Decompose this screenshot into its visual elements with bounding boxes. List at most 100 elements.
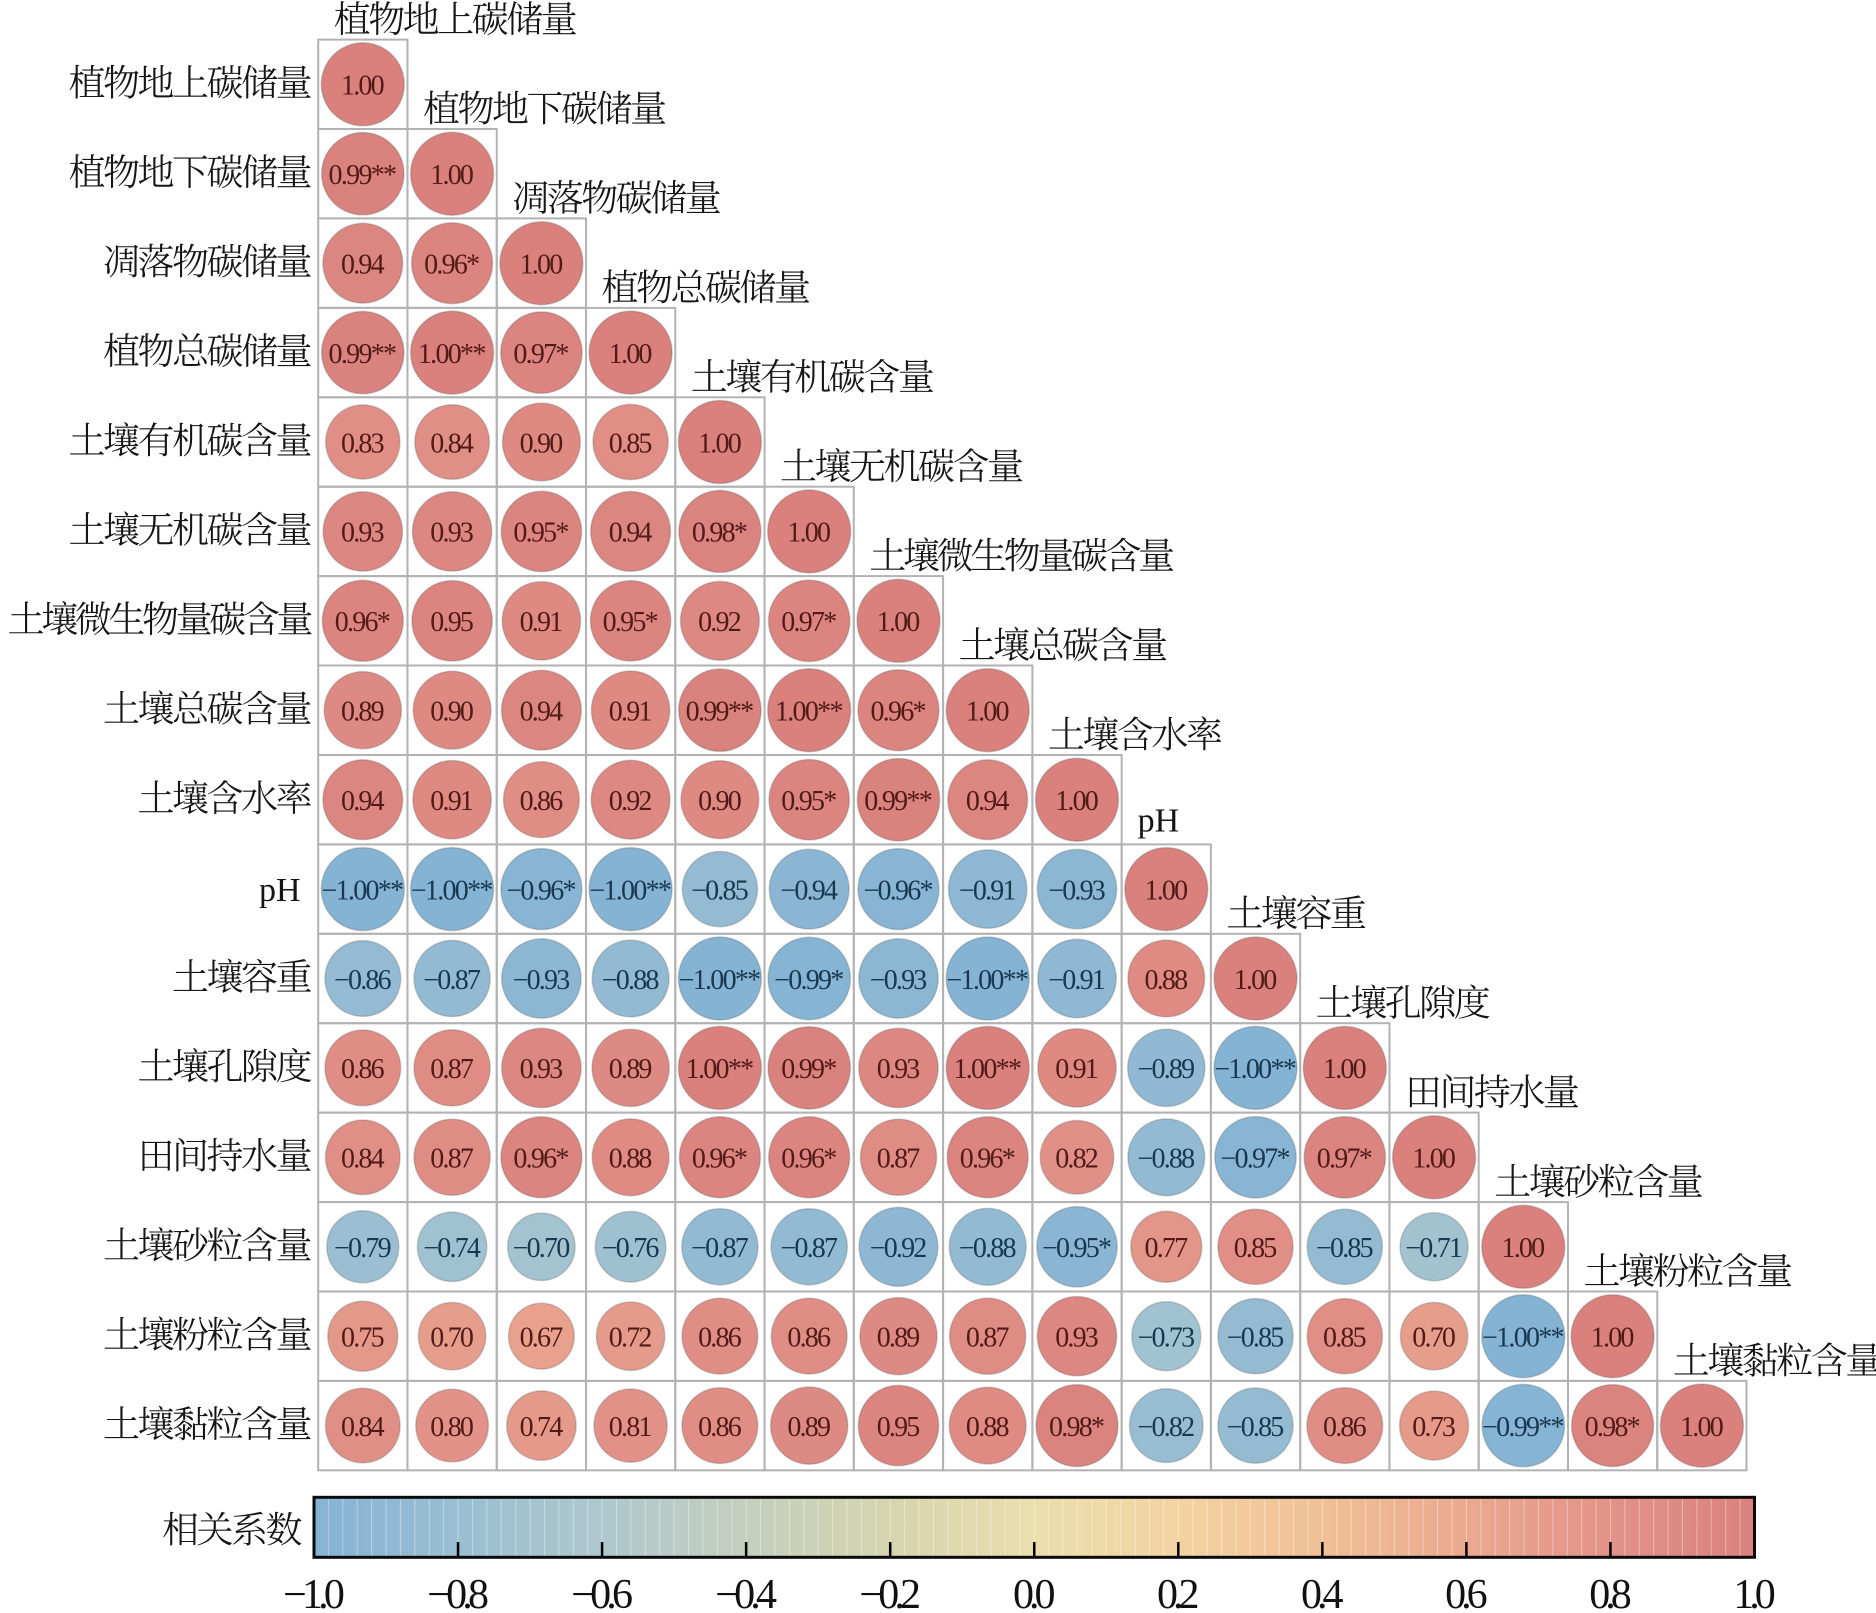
svg-text:0.99**: 0.99** xyxy=(686,697,755,728)
svg-text:0.95: 0.95 xyxy=(430,607,474,638)
svg-text:0.74: 0.74 xyxy=(520,1412,564,1443)
svg-text:1.00**: 1.00** xyxy=(953,1054,1021,1085)
svg-text:1.00: 1.00 xyxy=(1680,1412,1724,1443)
svg-text:0.90: 0.90 xyxy=(520,428,564,459)
svg-text:0.99*: 0.99* xyxy=(781,1054,837,1085)
svg-text:−0.99**: −0.99** xyxy=(1482,1412,1565,1443)
svg-text:−0.79: −0.79 xyxy=(334,1233,392,1264)
svg-text:−1.00**: −1.00** xyxy=(589,875,672,906)
svg-text:−0.88: −0.88 xyxy=(959,1233,1017,1264)
svg-text:0.86: 0.86 xyxy=(698,1412,742,1443)
svg-text:−0.91: −0.91 xyxy=(959,875,1017,906)
svg-text:0.86: 0.86 xyxy=(1323,1412,1367,1443)
svg-text:−1.00**: −1.00** xyxy=(1214,1054,1297,1085)
svg-text:−0.88: −0.88 xyxy=(602,965,660,996)
svg-text:−0.2: −0.2 xyxy=(859,1572,921,1613)
svg-text:−0.71: −0.71 xyxy=(1405,1233,1463,1264)
svg-text:1.00: 1.00 xyxy=(1055,786,1099,817)
svg-text:−0.96*: −0.96* xyxy=(506,875,576,906)
svg-text:0.81: 0.81 xyxy=(609,1412,653,1443)
svg-text:0.82: 0.82 xyxy=(1055,1144,1099,1175)
svg-text:0.86: 0.86 xyxy=(520,786,564,817)
svg-text:−0.93: −0.93 xyxy=(1048,875,1106,906)
svg-text:1.00: 1.00 xyxy=(1412,1144,1456,1175)
svg-text:−0.87: −0.87 xyxy=(423,965,481,996)
svg-text:−0.85: −0.85 xyxy=(1227,1412,1285,1443)
svg-text:−0.6: −0.6 xyxy=(571,1572,633,1613)
svg-text:0.73: 0.73 xyxy=(1412,1412,1456,1443)
svg-text:−0.87: −0.87 xyxy=(780,1233,838,1264)
svg-text:1.00: 1.00 xyxy=(877,607,921,638)
svg-text:0.67: 0.67 xyxy=(520,1323,564,1354)
svg-text:0.98*: 0.98* xyxy=(1585,1412,1641,1443)
svg-text:−1.00**: −1.00** xyxy=(679,965,762,996)
svg-text:0.91: 0.91 xyxy=(609,697,653,728)
svg-text:0.96*: 0.96* xyxy=(871,697,927,728)
svg-text:0.89: 0.89 xyxy=(609,1054,653,1085)
svg-text:1.00: 1.00 xyxy=(1502,1233,1546,1264)
svg-text:−0.85: −0.85 xyxy=(1227,1323,1285,1354)
svg-text:−0.70: −0.70 xyxy=(513,1233,571,1264)
svg-text:1.00: 1.00 xyxy=(520,250,564,281)
svg-text:0.87: 0.87 xyxy=(966,1323,1010,1354)
svg-text:0.93: 0.93 xyxy=(1055,1323,1099,1354)
svg-text:0.84: 0.84 xyxy=(341,1144,385,1175)
svg-text:0.96*: 0.96* xyxy=(335,607,391,638)
svg-text:0.2: 0.2 xyxy=(1157,1572,1200,1613)
svg-text:0.96*: 0.96* xyxy=(960,1144,1016,1175)
svg-text:0.93: 0.93 xyxy=(430,518,474,549)
svg-text:0.88: 0.88 xyxy=(1145,965,1189,996)
svg-text:0.91: 0.91 xyxy=(1055,1054,1099,1085)
svg-text:0.84: 0.84 xyxy=(430,428,474,459)
svg-text:0.87: 0.87 xyxy=(430,1054,474,1085)
svg-text:pH: pH xyxy=(259,872,301,909)
svg-text:0.90: 0.90 xyxy=(698,786,742,817)
svg-text:1.00: 1.00 xyxy=(1323,1054,1367,1085)
svg-text:1.00: 1.00 xyxy=(1591,1323,1635,1354)
svg-text:−1.00**: −1.00** xyxy=(322,875,405,906)
svg-text:0.93: 0.93 xyxy=(341,518,385,549)
svg-text:0.70: 0.70 xyxy=(430,1323,474,1354)
svg-text:0.97*: 0.97* xyxy=(513,339,569,370)
svg-text:0.83: 0.83 xyxy=(341,428,385,459)
svg-text:0.85: 0.85 xyxy=(609,428,653,459)
svg-text:0.97*: 0.97* xyxy=(1317,1144,1373,1175)
svg-text:−0.95*: −0.95* xyxy=(1042,1233,1112,1264)
svg-text:0.84: 0.84 xyxy=(341,1412,385,1443)
svg-text:−0.74: −0.74 xyxy=(423,1233,481,1264)
svg-text:0.97*: 0.97* xyxy=(781,607,837,638)
svg-text:0.95*: 0.95* xyxy=(603,607,659,638)
svg-text:0.87: 0.87 xyxy=(430,1144,474,1175)
svg-text:pH: pH xyxy=(1138,802,1180,839)
svg-text:0.94: 0.94 xyxy=(966,786,1010,817)
svg-text:−1.00**: −1.00** xyxy=(411,875,493,906)
svg-text:0.98*: 0.98* xyxy=(1049,1412,1105,1443)
svg-text:0.89: 0.89 xyxy=(341,697,385,728)
svg-text:0.93: 0.93 xyxy=(877,1054,921,1085)
svg-text:0.94: 0.94 xyxy=(341,786,385,817)
svg-text:1.00**: 1.00** xyxy=(418,339,487,370)
svg-text:−0.88: −0.88 xyxy=(1138,1144,1196,1175)
svg-text:0.96*: 0.96* xyxy=(692,1144,748,1175)
svg-text:0.6: 0.6 xyxy=(1445,1572,1488,1613)
svg-text:0.92: 0.92 xyxy=(698,607,742,638)
svg-text:−0.76: −0.76 xyxy=(602,1233,660,1264)
svg-text:0.95*: 0.95* xyxy=(781,786,837,817)
svg-text:−0.92: −0.92 xyxy=(870,1233,928,1264)
svg-text:1.00**: 1.00** xyxy=(775,697,844,728)
svg-text:−0.93: −0.93 xyxy=(870,965,928,996)
svg-text:0.99**: 0.99** xyxy=(329,160,398,191)
svg-text:1.00: 1.00 xyxy=(1145,875,1189,906)
svg-text:0.86: 0.86 xyxy=(341,1054,385,1085)
svg-text:1.00: 1.00 xyxy=(430,160,474,191)
svg-text:1.00: 1.00 xyxy=(1234,965,1278,996)
svg-text:1.00: 1.00 xyxy=(341,71,385,102)
svg-text:−1.00**: −1.00** xyxy=(946,965,1028,996)
svg-text:1.00: 1.00 xyxy=(966,697,1010,728)
svg-text:−0.82: −0.82 xyxy=(1138,1412,1196,1443)
svg-text:−0.96*: −0.96* xyxy=(863,875,933,906)
svg-text:−0.85: −0.85 xyxy=(1316,1233,1374,1264)
svg-text:0.77: 0.77 xyxy=(1145,1233,1189,1264)
svg-text:1.00: 1.00 xyxy=(787,518,831,549)
svg-text:−0.8: −0.8 xyxy=(427,1572,489,1613)
